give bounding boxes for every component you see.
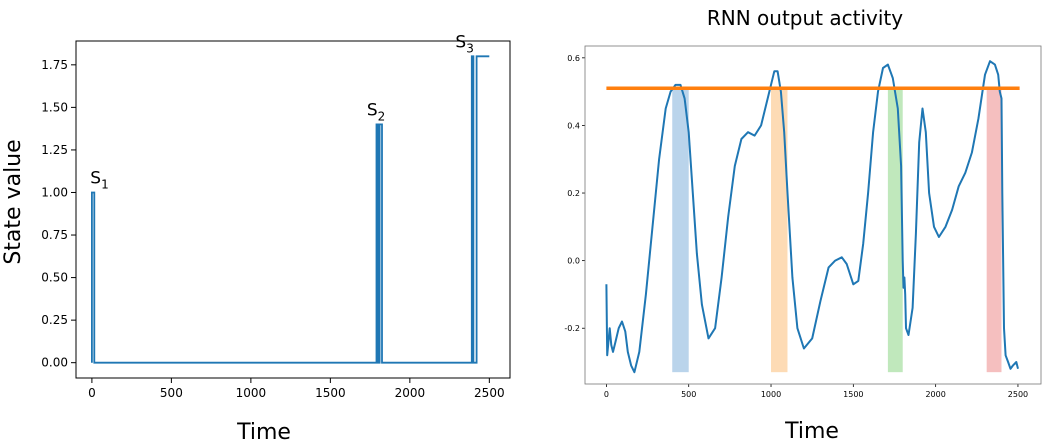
left-ytick-label: 1.75 (41, 58, 68, 72)
right-ytick-label: 0.4 (567, 121, 580, 130)
right-shaded-regions (672, 88, 1002, 373)
left-ytick-label: 0.50 (41, 271, 68, 285)
right-xtick-label: 1500 (843, 390, 863, 399)
right-xlabel: Time (784, 419, 839, 442)
left-xtick-label: 1000 (236, 386, 267, 400)
left-xtick-label: 0 (88, 386, 96, 400)
left-xtick-label: 1500 (315, 386, 346, 400)
shaded-region (986, 88, 1002, 373)
left-ytick-label: 0.75 (41, 228, 68, 242)
output-activity-line (605, 60, 1019, 374)
annotation-s3: S3 (455, 32, 473, 55)
left-xtick-label: 500 (160, 386, 183, 400)
annotation-subscript: 2 (378, 109, 386, 123)
left-ytick-label: 0.25 (41, 313, 68, 327)
left-ylabel: State value (1, 139, 26, 264)
right-xtick-label: 2000 (925, 390, 945, 399)
right-chart: RNN output activity 0 500 1000 1500 2000 2500… (564, 6, 1042, 442)
left-xlabel: Time (236, 420, 291, 442)
shaded-region (771, 88, 788, 373)
left-data (91, 55, 490, 364)
annotation-s1: S1 (90, 168, 108, 191)
left-ytick-label: 0.00 (41, 356, 68, 370)
annotation-base: S (455, 32, 466, 52)
right-xtick-label: 1000 (761, 390, 781, 399)
right-title: RNN output activity (707, 6, 903, 30)
right-data (605, 60, 1020, 374)
annotation-base: S (90, 168, 101, 188)
annotation-subscript: 3 (466, 41, 474, 55)
left-ytick-label: 1.25 (41, 143, 68, 157)
right-ytick-label: 0.2 (567, 189, 580, 198)
left-ticks: 0 500 1000 1500 2000 2500 0.00 0.25 0.50 0.75 1.00… (41, 58, 504, 400)
right-ytick-label: 0.0 (567, 257, 580, 266)
left-series-line (91, 55, 490, 364)
shaded-region (887, 88, 903, 373)
right-plot-frame (584, 45, 1042, 385)
annotation-s2: S2 (367, 100, 385, 123)
right-ticks: 0 500 1000 1500 2000 2500 -0.2 0.0 0.2 0.4 0.6 (564, 54, 1028, 399)
left-xtick-label: 2500 (474, 386, 505, 400)
right-xtick-label: 500 (681, 390, 696, 399)
annotation-base: S (367, 100, 378, 120)
left-chart: 0 500 1000 1500 2000 2500 0.00 0.25 0.50 0.75 1.00… (1, 32, 511, 442)
shaded-region (672, 88, 689, 373)
right-xtick-label: 2500 (1008, 390, 1028, 399)
right-xtick-label: 0 (604, 390, 609, 399)
right-ytick-label: -0.2 (564, 324, 580, 333)
left-ytick-label: 1.50 (41, 100, 68, 114)
left-plot-frame (75, 40, 511, 379)
left-xtick-label: 2000 (395, 386, 426, 400)
annotation-subscript: 1 (101, 177, 109, 191)
left-ytick-label: 1.00 (41, 185, 68, 199)
right-ytick-label: 0.6 (567, 54, 580, 63)
